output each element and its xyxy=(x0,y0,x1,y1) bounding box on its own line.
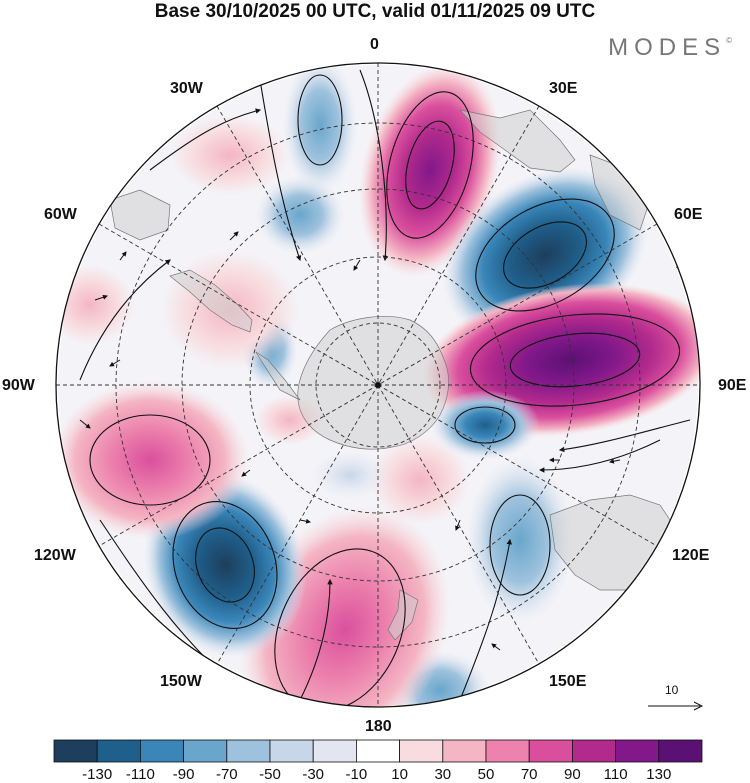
streamlines xyxy=(79,69,691,707)
colorbar-swatch xyxy=(355,739,400,763)
map-title: Base 30/10/2025 00 UTC, valid 01/11/2025… xyxy=(154,1,596,22)
colorbar xyxy=(53,739,703,763)
colorbar-swatch xyxy=(615,739,660,763)
colorbar-swatch xyxy=(399,739,444,763)
colorbar-swatch xyxy=(53,739,98,763)
colorbar-tick-label: 70 xyxy=(520,766,538,783)
colorbar-swatch xyxy=(312,739,357,763)
colorbar-swatch xyxy=(139,739,184,763)
copyright-mark: © xyxy=(726,36,732,45)
vector-scale-arrow xyxy=(648,701,704,711)
lon-label-120w: 120W xyxy=(34,547,76,564)
modes-logo: MODES© xyxy=(608,34,732,61)
new-zealand xyxy=(387,589,419,641)
lon-label-90w: 90W xyxy=(2,377,35,394)
colorbar-swatch xyxy=(269,739,314,763)
lon-label-30w: 30W xyxy=(170,80,203,97)
africa xyxy=(459,109,576,173)
colorbar-swatch xyxy=(485,739,530,763)
colorbar-swatch xyxy=(528,739,573,763)
colorbar-tick-label: -50 xyxy=(259,766,281,783)
colorbar-tick-label: -10 xyxy=(345,766,368,783)
colorbar-swatch xyxy=(442,739,487,763)
colorbar-tick-label: 10 xyxy=(391,766,408,783)
colorbar-tick-label: 50 xyxy=(477,766,495,783)
antarctica xyxy=(297,316,449,450)
south-america xyxy=(169,269,253,333)
colorbar-tick-label: 130 xyxy=(646,766,672,783)
colorbar-swatch xyxy=(183,739,228,763)
map-disc xyxy=(56,63,700,707)
vector-scale-label: 10 xyxy=(665,683,679,697)
colorbar-tick-label: 110 xyxy=(603,766,628,783)
lon-label-120e: 120E xyxy=(672,547,710,564)
colorbar-tick-label: -70 xyxy=(215,766,238,783)
colorbar-swatch xyxy=(572,739,617,763)
lon-label-150e: 150E xyxy=(549,673,587,690)
lon-label-180: 180 xyxy=(365,718,392,735)
lon-label-60e: 60E xyxy=(674,206,703,223)
colorbar-tick-label: 90 xyxy=(564,766,581,783)
lon-label-30e: 30E xyxy=(549,80,578,97)
colorbar-tick-label: 30 xyxy=(434,766,452,783)
lon-label-90e: 90E xyxy=(718,377,747,394)
lon-label-150w: 150W xyxy=(160,673,202,690)
colorbar-swatch xyxy=(96,739,141,763)
colorbar-tick-label: -110 xyxy=(125,766,155,783)
antarctic-peninsula xyxy=(255,351,301,401)
map-border xyxy=(55,62,701,708)
lon-label-60w: 60W xyxy=(44,206,77,223)
colorbar-swatch xyxy=(226,739,271,763)
colorbar-swatch xyxy=(658,739,703,763)
colorbar-tick-label: -130 xyxy=(82,766,113,783)
lon-label-0: 0 xyxy=(370,36,379,53)
colorbar-tick-label: -90 xyxy=(172,766,195,783)
colorbar-tick-label: -30 xyxy=(302,766,325,783)
